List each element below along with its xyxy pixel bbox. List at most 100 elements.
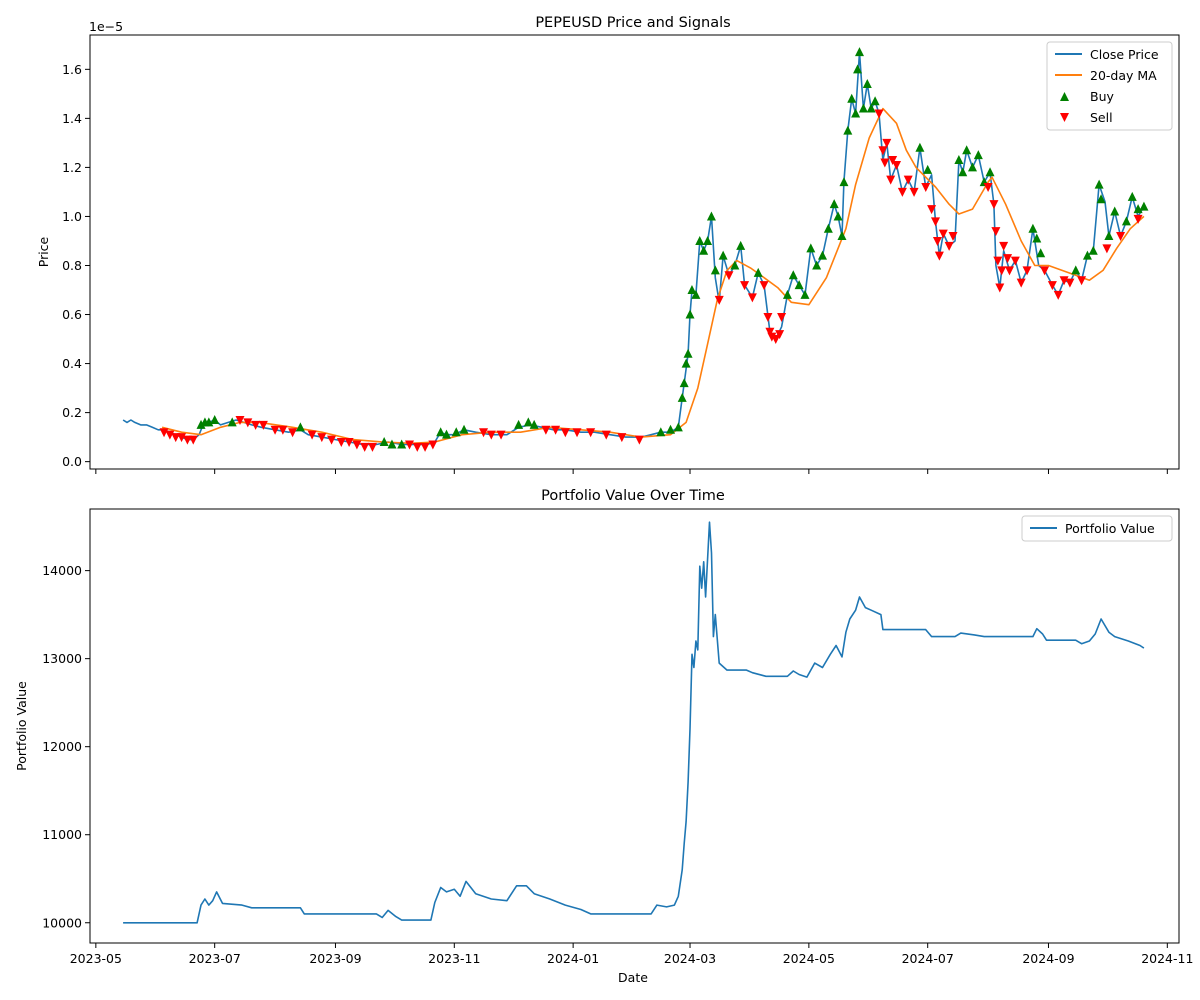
buy-marker <box>839 177 849 187</box>
buy-marker <box>227 417 237 427</box>
sell-marker <box>909 187 919 197</box>
buy-marker <box>718 250 728 260</box>
buy-marker <box>699 245 709 255</box>
buy-marker <box>794 280 804 290</box>
sell-marker <box>1059 276 1069 286</box>
buy-marker <box>851 108 861 118</box>
buy-marker <box>673 422 683 432</box>
portfolio-chart-title: Portfolio Value Over Time <box>541 488 725 504</box>
buy-marker <box>753 267 763 277</box>
y-tick-label: 0.2 <box>62 405 82 420</box>
buy-marker <box>442 429 452 439</box>
sell-marker <box>714 295 724 305</box>
sell-marker <box>763 312 773 322</box>
portfolio-y-label: Portfolio Value <box>14 681 29 771</box>
buy-marker <box>833 211 843 221</box>
buy-marker <box>973 150 983 160</box>
sell-marker <box>1065 278 1075 288</box>
buy-marker <box>923 164 933 174</box>
buy-marker <box>666 424 676 434</box>
series-line-portfolio-value <box>123 521 1145 924</box>
buy-marker <box>1036 248 1046 258</box>
buy-marker <box>1104 231 1114 241</box>
sell-marker <box>948 232 958 242</box>
x-tick-label: 2023-09 <box>309 951 361 966</box>
buy-marker <box>1071 265 1081 275</box>
sell-marker <box>367 442 377 452</box>
sell-marker <box>1102 244 1112 254</box>
buy-marker <box>695 235 705 245</box>
sell-marker <box>767 332 777 342</box>
sell-marker <box>617 433 627 443</box>
sell-marker <box>1077 276 1087 286</box>
price-y-ticks: 0.0 0.2 0.4 0.6 0.8 1.0 1.2 1.4 1.6 <box>62 62 90 469</box>
sell-marker <box>307 430 317 440</box>
sell-marker <box>1005 266 1015 276</box>
sell-marker <box>740 281 750 291</box>
buy-marker <box>855 47 865 57</box>
portfolio-y-ticks: 10000 11000 12000 13000 14000 <box>42 563 90 930</box>
legend-swatch-sell <box>1060 113 1069 122</box>
price-x-ticks <box>95 469 1168 474</box>
buy-marker <box>529 419 539 429</box>
sell-marker <box>258 420 268 430</box>
buy-marker <box>862 79 872 89</box>
price-y-label: Price <box>36 236 51 267</box>
price-plot-area <box>89 34 1180 470</box>
sell-marker <box>880 158 890 168</box>
sell-marker <box>243 418 253 428</box>
sell-marker <box>932 236 942 246</box>
sell-marker <box>995 283 1005 293</box>
price-chart-title: PEPEUSD Price and Signals <box>535 15 730 31</box>
buy-marker <box>387 439 397 449</box>
buy-marker <box>1096 194 1106 204</box>
sell-marker <box>934 251 944 261</box>
legend-swatch-buy <box>1060 92 1069 101</box>
price-legend-box <box>1046 41 1173 131</box>
sell-marker <box>1016 278 1026 288</box>
sell-marker <box>188 435 198 445</box>
y-tick-label: 11000 <box>42 827 82 842</box>
buy-marker <box>962 145 972 155</box>
buy-marker <box>837 231 847 241</box>
buy-marker <box>1127 191 1137 201</box>
sell-marker <box>771 335 781 345</box>
sell-marker <box>765 327 775 337</box>
sell-marker <box>878 146 888 156</box>
sell-marker <box>541 425 551 435</box>
buy-marker <box>204 417 214 427</box>
sell-marker <box>775 330 785 340</box>
buy-marker <box>788 270 798 280</box>
sell-marker <box>989 200 999 210</box>
legend-label-close: Close Price <box>1090 47 1159 62</box>
buy-marker <box>656 427 666 437</box>
buy-marker <box>436 427 446 437</box>
sell-marker <box>317 433 327 443</box>
sell-marker <box>747 293 757 303</box>
portfolio-legend: Portfolio Value <box>1021 515 1173 542</box>
x-tick-label: 2023-11 <box>428 951 480 966</box>
x-tick-label: 2024-01 <box>547 951 599 966</box>
sell-marker <box>496 430 506 440</box>
signal-markers-group <box>159 47 1149 452</box>
sell-marker <box>874 109 884 119</box>
buy-marker <box>679 378 689 388</box>
y-tick-label: 13000 <box>42 651 82 666</box>
buy-marker <box>1032 233 1042 243</box>
x-tick-label: 2023-07 <box>189 951 241 966</box>
sell-marker <box>930 217 940 227</box>
buy-marker <box>196 419 206 429</box>
sell-marker <box>921 183 931 193</box>
sell-marker <box>412 442 422 452</box>
buy-marker <box>397 439 407 449</box>
buy-marker <box>295 422 305 432</box>
y-tick-label: 0.8 <box>62 258 82 273</box>
buy-marker <box>1139 201 1149 211</box>
buy-marker <box>1082 250 1092 260</box>
buy-marker <box>210 414 220 424</box>
series-line-close-price <box>122 51 1145 446</box>
sell-marker <box>927 205 937 215</box>
legend-label-sell: Sell <box>1090 110 1113 125</box>
sell-marker <box>897 187 907 197</box>
